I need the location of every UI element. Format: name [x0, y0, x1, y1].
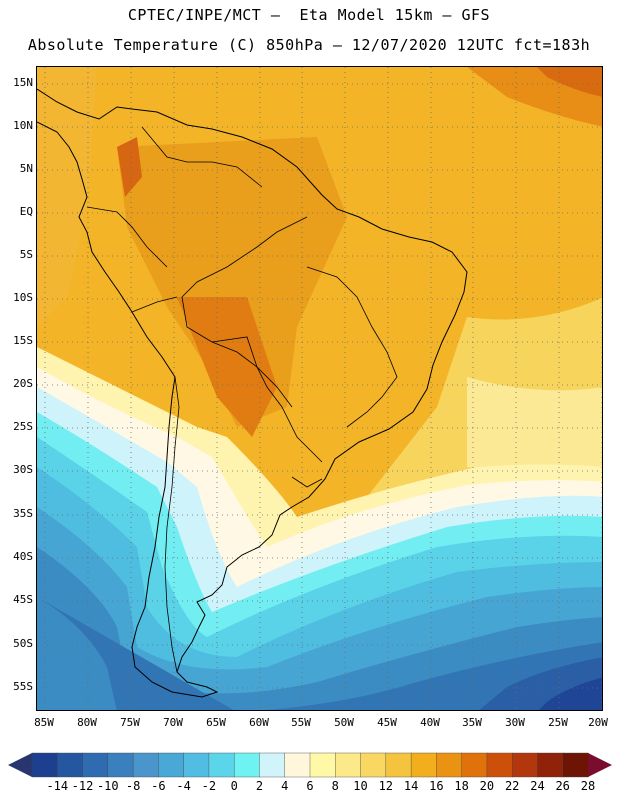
colorbar-tick-label: 4 — [281, 779, 289, 793]
temperature-map — [36, 66, 603, 711]
lon-label: 80W — [77, 716, 97, 729]
lat-label: 40S — [13, 550, 33, 563]
lon-label: 65W — [206, 716, 226, 729]
colorbar-cell — [562, 752, 589, 778]
lon-label: 55W — [291, 716, 311, 729]
colorbar-tick-label: 18 — [454, 779, 469, 793]
lon-label: 35W — [462, 716, 482, 729]
colorbar-cell — [385, 752, 412, 778]
lat-label: 30S — [13, 463, 33, 476]
lat-label: 15N — [13, 76, 33, 89]
border-uruguay — [291, 476, 323, 488]
colorbar-tick-label: 8 — [331, 779, 339, 793]
colorbar-cell — [511, 752, 539, 778]
colorbar-cell — [132, 752, 159, 778]
lon-label: 20W — [588, 716, 608, 729]
colorbar-cell — [233, 752, 261, 778]
colorbar-cell — [158, 752, 185, 778]
lon-label: 85W — [34, 716, 54, 729]
colorbar-tick-label: 16 — [429, 779, 444, 793]
field-atlantic-pale — [467, 377, 602, 472]
colorbar-cell — [537, 752, 564, 778]
band-m12 — [539, 677, 602, 710]
colorbar-tick-label: 10 — [353, 779, 368, 793]
colorbar-tick-label: 20 — [479, 779, 495, 793]
border-brazil-states — [306, 266, 398, 428]
lat-label: 10N — [13, 119, 33, 132]
lon-label: 50W — [334, 716, 354, 729]
colorbar-tick-label: 0 — [230, 779, 238, 793]
border-bolivia-paraguay — [211, 336, 293, 408]
lon-label: 60W — [249, 716, 269, 729]
colorbar-cell — [82, 752, 109, 778]
lat-label: 35S — [13, 507, 33, 520]
colorbar-cell — [410, 752, 437, 778]
colorbar-tick-label: 6 — [306, 779, 314, 793]
field-pacific-warm — [37, 67, 97, 327]
colorbar-cell — [309, 752, 336, 778]
colorbar-tick-label: -10 — [96, 779, 119, 793]
colorbar-cell — [335, 752, 362, 778]
colorbar-cell — [57, 752, 84, 778]
field-andes-hot — [117, 137, 142, 197]
band-m8 — [37, 597, 602, 710]
colorbar-tick-label: 26 — [555, 779, 570, 793]
colorbar-tick-label: -4 — [176, 779, 191, 793]
lat-label: EQ — [19, 205, 33, 218]
border-argentina-chile — [164, 376, 180, 673]
lon-label: 45W — [377, 716, 397, 729]
colorbar-high-arrow — [588, 753, 612, 777]
colorbar-tick-label: -6 — [151, 779, 166, 793]
lon-label: 70W — [163, 716, 183, 729]
lat-label: 45S — [13, 593, 33, 606]
country-borders — [86, 126, 398, 673]
colorbar-cell — [31, 752, 58, 778]
field-continent-warm — [117, 137, 347, 427]
colorbar-cell — [107, 752, 134, 778]
colorbar-cell — [208, 752, 235, 778]
border-brazil-west — [181, 216, 323, 463]
colorbar-tick-label: 12 — [378, 779, 394, 793]
colorbar-cell — [259, 752, 286, 778]
south-america-coastline — [37, 88, 468, 698]
colorbar-tick-label: 28 — [580, 779, 596, 793]
colorbar — [8, 752, 612, 778]
lat-label: 10S — [13, 291, 33, 304]
border-peru-ecuador — [86, 206, 168, 268]
lat-label: 50S — [13, 637, 33, 650]
lat-label: 25S — [13, 420, 33, 433]
colorbar-cell — [360, 752, 387, 778]
lon-label: 40W — [420, 716, 440, 729]
lat-label: 20S — [13, 377, 33, 390]
colorbar-cell — [183, 752, 210, 778]
colorbar-tick-label: -2 — [201, 779, 217, 793]
colorbar-tick-label: -8 — [125, 779, 141, 793]
lon-label: 75W — [120, 716, 140, 729]
colorbar-cell — [461, 752, 488, 778]
lat-label: 5N — [19, 162, 33, 175]
field-ne-hot — [537, 67, 602, 97]
colorbar-tick-label: -12 — [71, 779, 94, 793]
map-subtitle: Absolute Temperature (C) 850hPa – 12/07/… — [27, 36, 591, 54]
colorbar-cell — [436, 752, 463, 778]
colorbar-tick-label: 22 — [504, 779, 520, 793]
colorbar-tick-label: 2 — [255, 779, 264, 793]
colorbar-tick-label: 14 — [403, 779, 419, 793]
lon-label: 25W — [548, 716, 568, 729]
border-colombia-venezuela — [141, 126, 263, 188]
colorbar-cell — [284, 752, 311, 778]
colorbar-tick-label: -14 — [46, 779, 69, 793]
map-title: CPTEC/INPE/MCT – Eta Model 15km – GFS — [127, 6, 491, 24]
lat-label: 55S — [13, 680, 33, 693]
lat-label: 5S — [19, 248, 33, 261]
colorbar-low-arrow — [8, 753, 32, 777]
lat-label: 15S — [13, 334, 33, 347]
colorbar-tick-label: 24 — [530, 779, 545, 793]
field-chaco-hot — [177, 297, 277, 437]
border-andes — [131, 296, 178, 313]
band-m6 — [37, 547, 602, 710]
colorbar-cell — [486, 752, 513, 778]
lon-label: 30W — [505, 716, 525, 729]
